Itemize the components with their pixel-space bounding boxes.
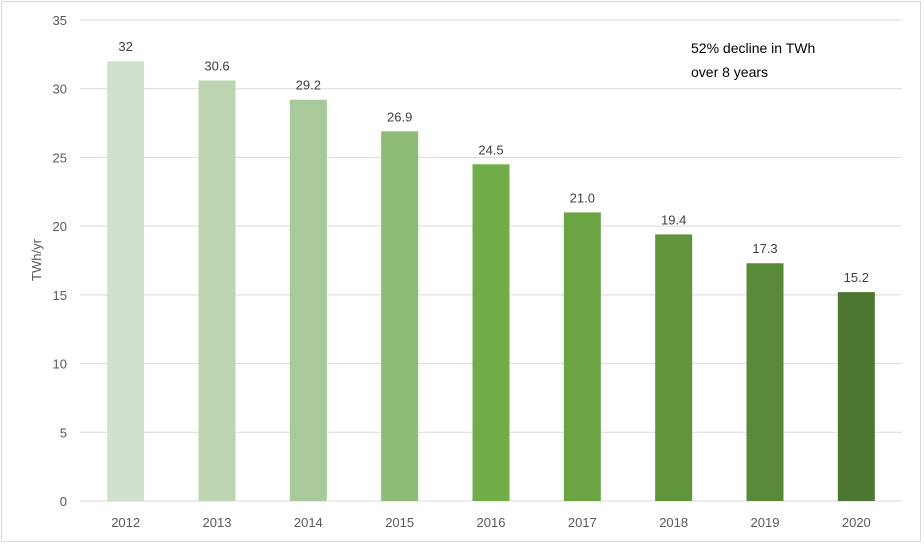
data-label: 24.5 bbox=[478, 142, 503, 157]
bar-2016 bbox=[472, 164, 510, 502]
bar-2014 bbox=[289, 99, 327, 502]
annotation-line-1: 52% decline in TWh bbox=[691, 40, 815, 56]
data-label: 19.4 bbox=[661, 212, 686, 227]
y-axis-label: TWh/yr bbox=[29, 238, 44, 281]
data-label: 30.6 bbox=[204, 58, 229, 73]
annotation-line-2: over 8 years bbox=[691, 64, 768, 80]
y-tick-label: 10 bbox=[53, 357, 67, 372]
x-tick-label: 2013 bbox=[203, 515, 232, 530]
bar-2017 bbox=[563, 212, 601, 501]
y-tick-label: 0 bbox=[60, 494, 67, 509]
data-label: 15.2 bbox=[844, 270, 869, 285]
bar-2020 bbox=[837, 292, 875, 501]
data-label: 32 bbox=[118, 39, 132, 54]
bar-2012 bbox=[107, 61, 145, 501]
data-label: 29.2 bbox=[296, 78, 321, 93]
x-tick-label: 2015 bbox=[385, 515, 414, 530]
x-tick-label: 2020 bbox=[842, 515, 871, 530]
bar-2013 bbox=[198, 80, 236, 502]
x-tick-label: 2019 bbox=[751, 515, 780, 530]
x-tick-label: 2012 bbox=[111, 515, 140, 530]
y-tick-label: 30 bbox=[53, 82, 67, 97]
x-tick-label: 2014 bbox=[294, 515, 323, 530]
x-tick-label: 2016 bbox=[477, 515, 506, 530]
bar-2015 bbox=[381, 131, 419, 501]
y-tick-label: 35 bbox=[53, 13, 67, 28]
y-tick-label: 5 bbox=[60, 425, 67, 440]
data-label: 17.3 bbox=[752, 241, 777, 256]
bar-2019 bbox=[746, 263, 784, 501]
y-tick-label: 15 bbox=[53, 288, 67, 303]
x-tick-label: 2017 bbox=[568, 515, 597, 530]
data-label: 26.9 bbox=[387, 109, 412, 124]
bar-2018 bbox=[655, 234, 693, 502]
y-tick-label: 25 bbox=[53, 150, 67, 165]
data-label: 21.0 bbox=[570, 190, 595, 205]
y-tick-label: 20 bbox=[53, 219, 67, 234]
x-tick-label: 2018 bbox=[659, 515, 688, 530]
